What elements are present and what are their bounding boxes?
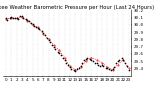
Point — [12, 18, 14, 19]
Point — [56, 51, 59, 52]
Title: Milwaukee Weather Barometric Pressure per Hour (Last 24 Hours): Milwaukee Weather Barometric Pressure pe… — [0, 5, 154, 10]
Point — [104, 67, 107, 68]
Point — [79, 65, 82, 66]
Point — [92, 60, 94, 62]
Point — [22, 17, 25, 18]
Point — [42, 32, 44, 34]
Point — [28, 21, 30, 22]
Point — [40, 31, 43, 32]
Point — [94, 62, 96, 63]
Point — [10, 16, 12, 18]
Point — [120, 58, 123, 59]
Point — [21, 16, 23, 17]
Point — [44, 34, 46, 36]
Point — [24, 18, 27, 20]
Point — [60, 55, 62, 56]
Point — [72, 69, 75, 71]
Point — [113, 66, 115, 68]
Point — [58, 53, 60, 54]
Point — [95, 63, 98, 64]
Point — [17, 18, 19, 20]
Point — [126, 66, 128, 67]
Point — [115, 63, 118, 64]
Point — [127, 69, 130, 71]
Point — [78, 67, 80, 68]
Point — [117, 60, 119, 62]
Point — [69, 66, 71, 68]
Point — [51, 44, 54, 45]
Point — [88, 58, 91, 60]
Point — [101, 64, 103, 66]
Point — [37, 27, 39, 29]
Point — [15, 17, 18, 18]
Point — [5, 18, 7, 19]
Point — [106, 68, 108, 69]
Point — [111, 68, 114, 70]
Point — [67, 64, 70, 66]
Point — [81, 63, 83, 64]
Point — [63, 60, 66, 61]
Point — [8, 17, 11, 18]
Point — [47, 39, 50, 41]
Point — [54, 48, 57, 50]
Point — [38, 29, 41, 30]
Point — [46, 37, 48, 39]
Point — [124, 62, 126, 63]
Point — [76, 68, 78, 70]
Point — [118, 59, 121, 60]
Point — [49, 42, 51, 43]
Point — [83, 60, 86, 61]
Point — [90, 59, 92, 60]
Point — [85, 58, 87, 60]
Point — [35, 26, 38, 28]
Point — [122, 60, 124, 61]
Point — [62, 58, 64, 59]
Point — [19, 16, 22, 17]
Point — [6, 19, 9, 21]
Point — [65, 63, 67, 64]
Point — [108, 68, 110, 70]
Point — [97, 64, 99, 66]
Point — [33, 25, 35, 26]
Point — [110, 69, 112, 71]
Point — [14, 17, 16, 18]
Point — [26, 19, 28, 21]
Point — [99, 65, 102, 66]
Point — [30, 22, 32, 23]
Point — [102, 66, 105, 67]
Point — [74, 70, 76, 71]
Point — [86, 57, 89, 58]
Point — [53, 46, 55, 47]
Point — [70, 68, 73, 70]
Point — [31, 23, 34, 25]
